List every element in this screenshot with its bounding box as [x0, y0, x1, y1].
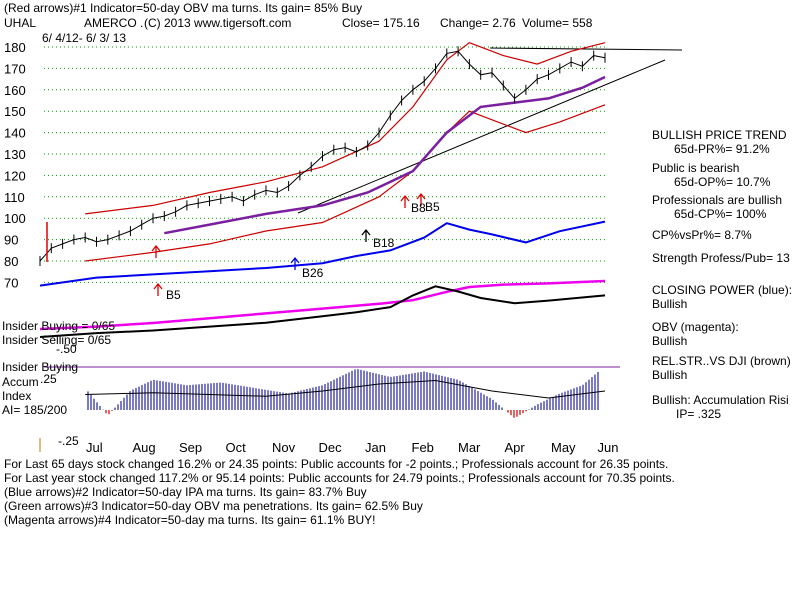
x-tick-label: Jun [598, 440, 619, 455]
arrow-label-b8: B8 [411, 201, 426, 215]
y-tick-label: 150 [4, 104, 26, 119]
blue-arrows-indicator: (Blue arrows)#2 Indicator=50-day IPA ma … [4, 485, 367, 499]
red-arrow-b5-head [153, 282, 163, 290]
y-tick-label: 70 [4, 275, 18, 290]
x-tick-label: Jul [86, 440, 103, 455]
accum-label: Accum [2, 375, 39, 389]
red-arrow-aug-head [151, 244, 161, 252]
accum-scale-bottom: -.25 [58, 434, 79, 448]
x-tick-label: Feb [412, 440, 434, 455]
y-tick-label: 140 [4, 126, 26, 141]
y-tick-label: 120 [4, 168, 26, 183]
relative-strength-line [39, 285, 606, 338]
closing-power-label: CLOSING POWER (blue): [652, 283, 793, 297]
insider-selling-ratio: Insider Selling= 0/65 [2, 333, 112, 347]
x-tick-label: Sep [179, 440, 202, 455]
obv-status: Bullish [652, 334, 688, 348]
ip-value: IP= .325 [676, 407, 722, 421]
y-tick-label: 130 [4, 147, 26, 162]
x-tick-label: Apr [505, 440, 526, 455]
op-percent: 65d-OP%= 10.7% [674, 175, 771, 189]
arrow-label-b18: B18 [373, 236, 395, 250]
insider-buying-label: Insider Buying [2, 360, 79, 374]
arrow-label-b5: B5 [166, 288, 181, 302]
arrow-label-b5-second: B5 [425, 200, 440, 214]
close-price: Close= 175.16 [342, 16, 420, 30]
price-change: Change= 2.76 [440, 16, 516, 30]
professionals-bullish: Professionals are bullish [652, 193, 783, 207]
copyright: (C) 2013 www.tigersoft.com [144, 16, 292, 30]
accumulation-ma-line [85, 379, 606, 399]
x-tick-label: Jan [365, 440, 386, 455]
y-tick-label: 80 [4, 254, 18, 269]
y-tick-label: 110 [4, 190, 25, 205]
company-name: AMERCO . [84, 16, 144, 30]
footer-65-day: For Last 65 days stock changed 16.2% or … [4, 457, 669, 471]
accum-scale-top: .25 [40, 372, 57, 386]
volume: Volume= 558 [522, 16, 593, 30]
ai-value: AI= 185/200 [2, 403, 68, 417]
obv-line [39, 279, 606, 331]
footer-year: For Last year stock changed 117.2% or 95… [4, 471, 675, 485]
lower-band-line [85, 104, 606, 262]
pr-percent: 65d-PR%= 91.2% [674, 142, 770, 156]
public-bearish: Public is bearish [652, 161, 740, 175]
ticker-symbol: UHAL [4, 16, 37, 30]
arrow-label-b26: B26 [302, 266, 324, 280]
support-trendline [297, 59, 666, 214]
y-tick-label: 180 [4, 40, 26, 55]
insider-buying-ratio: Insider Buying = 0/65 [2, 319, 116, 333]
y-tick-label: 90 [4, 233, 18, 248]
green-arrows-indicator: (Green arrows)#3 Indicator=50-day OBV ma… [4, 499, 423, 513]
red-arrow-b8-head [400, 194, 410, 202]
cp-percent: 65d-CP%= 100% [674, 207, 767, 221]
y-tick-label: 170 [4, 61, 26, 76]
x-tick-label: Aug [133, 440, 156, 455]
red-arrows-indicator-title: (Red arrows)#1 Indicator=50-day OBV ma t… [4, 1, 363, 15]
resistance-trendline [489, 47, 683, 51]
x-tick-label: Nov [272, 440, 296, 455]
x-tick-label: Mar [458, 440, 481, 455]
closing-power-status: Bullish [652, 297, 688, 311]
x-tick-label: Oct [226, 440, 247, 455]
black-arrow-b18-head [361, 228, 371, 236]
obv-scale-label: -.50 [56, 342, 77, 356]
magenta-arrows-indicator: (Magenta arrows)#4 Indicator=50-day ma t… [4, 513, 376, 527]
price-close-line [39, 50, 606, 262]
blue-arrow-b26-head [290, 256, 300, 264]
cp-vs-pr: CP%vsPr%= 8.7% [652, 228, 752, 242]
x-tick-label: Dec [319, 440, 343, 455]
relstr-label: REL.STR..VS DJI (brown) [652, 354, 791, 368]
moving-average-line [164, 75, 606, 235]
upper-band-line [85, 42, 606, 215]
y-tick-label: 160 [4, 83, 26, 98]
date-range: 6/ 4/12- 6/ 3/ 13 [42, 31, 127, 45]
accumulation-status: Bullish: Accumulation Risi [652, 393, 789, 407]
obv-label: OBV (magenta): [652, 320, 739, 334]
closing-power-line [39, 220, 606, 287]
strength-ratio: Strength Profess/Pub= 13 [652, 251, 790, 265]
trend-title: BULLISH PRICE TREND [652, 128, 787, 142]
y-tick-label: 100 [4, 211, 26, 226]
index-label: Index [2, 389, 32, 403]
x-tick-label: May [551, 440, 576, 455]
relstr-status: Bullish [652, 368, 688, 382]
red-arrow-b5-second-head [416, 192, 426, 200]
